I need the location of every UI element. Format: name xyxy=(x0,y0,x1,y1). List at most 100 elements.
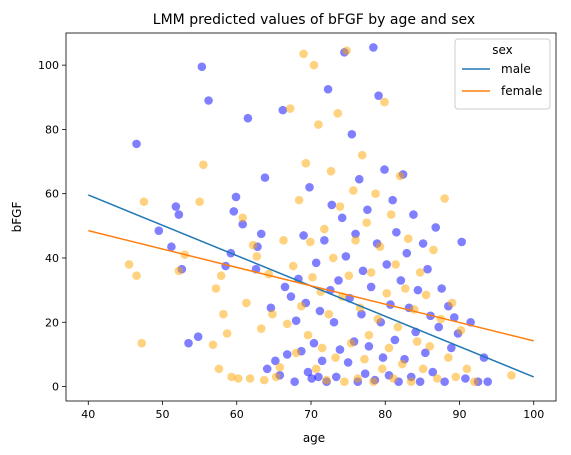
data-point-female xyxy=(357,150,367,160)
data-point-male xyxy=(204,96,213,105)
y-axis-label: bFGF xyxy=(10,202,24,233)
data-point-female xyxy=(451,372,461,382)
data-point-male xyxy=(154,226,164,235)
plot-area xyxy=(65,32,557,402)
data-point-male xyxy=(457,237,467,247)
data-point-male xyxy=(378,353,388,362)
x-tick-label: 50 xyxy=(156,408,170,421)
data-point-male xyxy=(431,223,441,232)
data-point-female xyxy=(275,362,285,372)
data-point-female xyxy=(314,120,323,129)
x-tick-label: 100 xyxy=(523,408,544,421)
data-point-female xyxy=(308,272,317,282)
data-point-male xyxy=(311,258,321,268)
data-point-female xyxy=(335,202,345,211)
data-point-female xyxy=(353,374,363,383)
data-point-female xyxy=(320,224,329,234)
data-point-female xyxy=(291,348,301,358)
data-point-male xyxy=(291,316,301,325)
data-point-male xyxy=(309,338,319,348)
data-point-female xyxy=(425,342,435,351)
x-tick-label: 80 xyxy=(378,408,392,421)
data-point-female xyxy=(382,289,392,298)
data-point-male xyxy=(402,248,412,258)
data-point-female xyxy=(285,104,295,113)
data-point-male xyxy=(132,139,141,149)
data-point-female xyxy=(331,353,340,362)
data-point-female xyxy=(216,271,226,280)
data-point-male xyxy=(331,372,341,382)
data-point-female xyxy=(222,329,232,338)
data-point-male xyxy=(461,374,470,383)
data-point-male xyxy=(334,276,343,285)
data-point-male xyxy=(323,84,333,94)
data-point-male xyxy=(184,338,193,348)
data-point-female xyxy=(395,171,405,181)
data-point-male xyxy=(358,266,368,276)
data-point-male xyxy=(423,264,432,274)
data-point-female xyxy=(309,60,319,70)
data-point-male xyxy=(262,364,272,374)
data-point-male xyxy=(366,282,376,292)
data-point-female xyxy=(406,377,416,387)
data-point-male xyxy=(229,207,239,216)
data-point-female xyxy=(324,309,334,319)
data-point-male xyxy=(388,195,397,205)
data-point-female xyxy=(268,309,277,319)
data-point-female xyxy=(447,298,457,308)
data-point-female xyxy=(259,375,269,385)
legend-label-female: female xyxy=(501,84,542,98)
legend: sex male female xyxy=(454,38,551,110)
y-tick-label: 0 xyxy=(52,381,59,394)
data-point-male xyxy=(415,377,425,387)
data-point-female xyxy=(384,343,394,353)
data-point-female xyxy=(219,309,228,319)
y-tick-label: 80 xyxy=(45,123,59,136)
data-point-female xyxy=(139,197,149,207)
data-point-male xyxy=(317,356,327,366)
data-point-female xyxy=(288,261,298,271)
data-point-female xyxy=(377,364,387,374)
x-tick-label: 40 xyxy=(81,408,95,421)
data-point-male xyxy=(305,182,314,192)
data-point-female xyxy=(351,236,360,245)
data-point-female xyxy=(271,372,281,382)
data-point-male xyxy=(447,343,456,353)
data-point-female xyxy=(456,325,466,335)
data-point-male xyxy=(174,210,184,219)
data-point-male xyxy=(335,345,345,354)
series-female-points xyxy=(124,46,516,387)
data-point-male xyxy=(260,173,270,182)
data-point-female xyxy=(137,338,147,348)
data-point-female xyxy=(326,166,336,176)
data-point-female xyxy=(470,377,479,387)
data-point-male xyxy=(413,285,423,295)
data-point-female xyxy=(311,364,321,374)
data-point-female xyxy=(233,374,243,383)
data-point-female xyxy=(364,330,374,340)
data-point-male xyxy=(360,369,370,378)
data-point-female xyxy=(132,271,141,280)
x-axis: 40 50 60 70 80 90 100 xyxy=(81,401,544,421)
data-point-female xyxy=(282,319,292,329)
data-point-male xyxy=(369,43,378,52)
data-point-male xyxy=(290,377,299,387)
data-point-male xyxy=(278,105,288,115)
data-point-male xyxy=(418,239,428,248)
data-point-female xyxy=(389,374,398,383)
data-point-female xyxy=(333,109,343,118)
data-point-male xyxy=(421,348,430,358)
data-point-male xyxy=(327,200,337,210)
data-point-female xyxy=(299,49,308,59)
data-point-male xyxy=(271,356,280,366)
data-point-male xyxy=(354,174,364,184)
data-point-male xyxy=(428,367,438,377)
data-point-male xyxy=(231,192,241,202)
data-point-female xyxy=(391,260,400,269)
data-point-female xyxy=(317,343,327,353)
data-point-female xyxy=(421,290,431,300)
data-point-female xyxy=(322,375,331,385)
data-point-female xyxy=(303,330,313,340)
data-point-male xyxy=(364,342,374,351)
